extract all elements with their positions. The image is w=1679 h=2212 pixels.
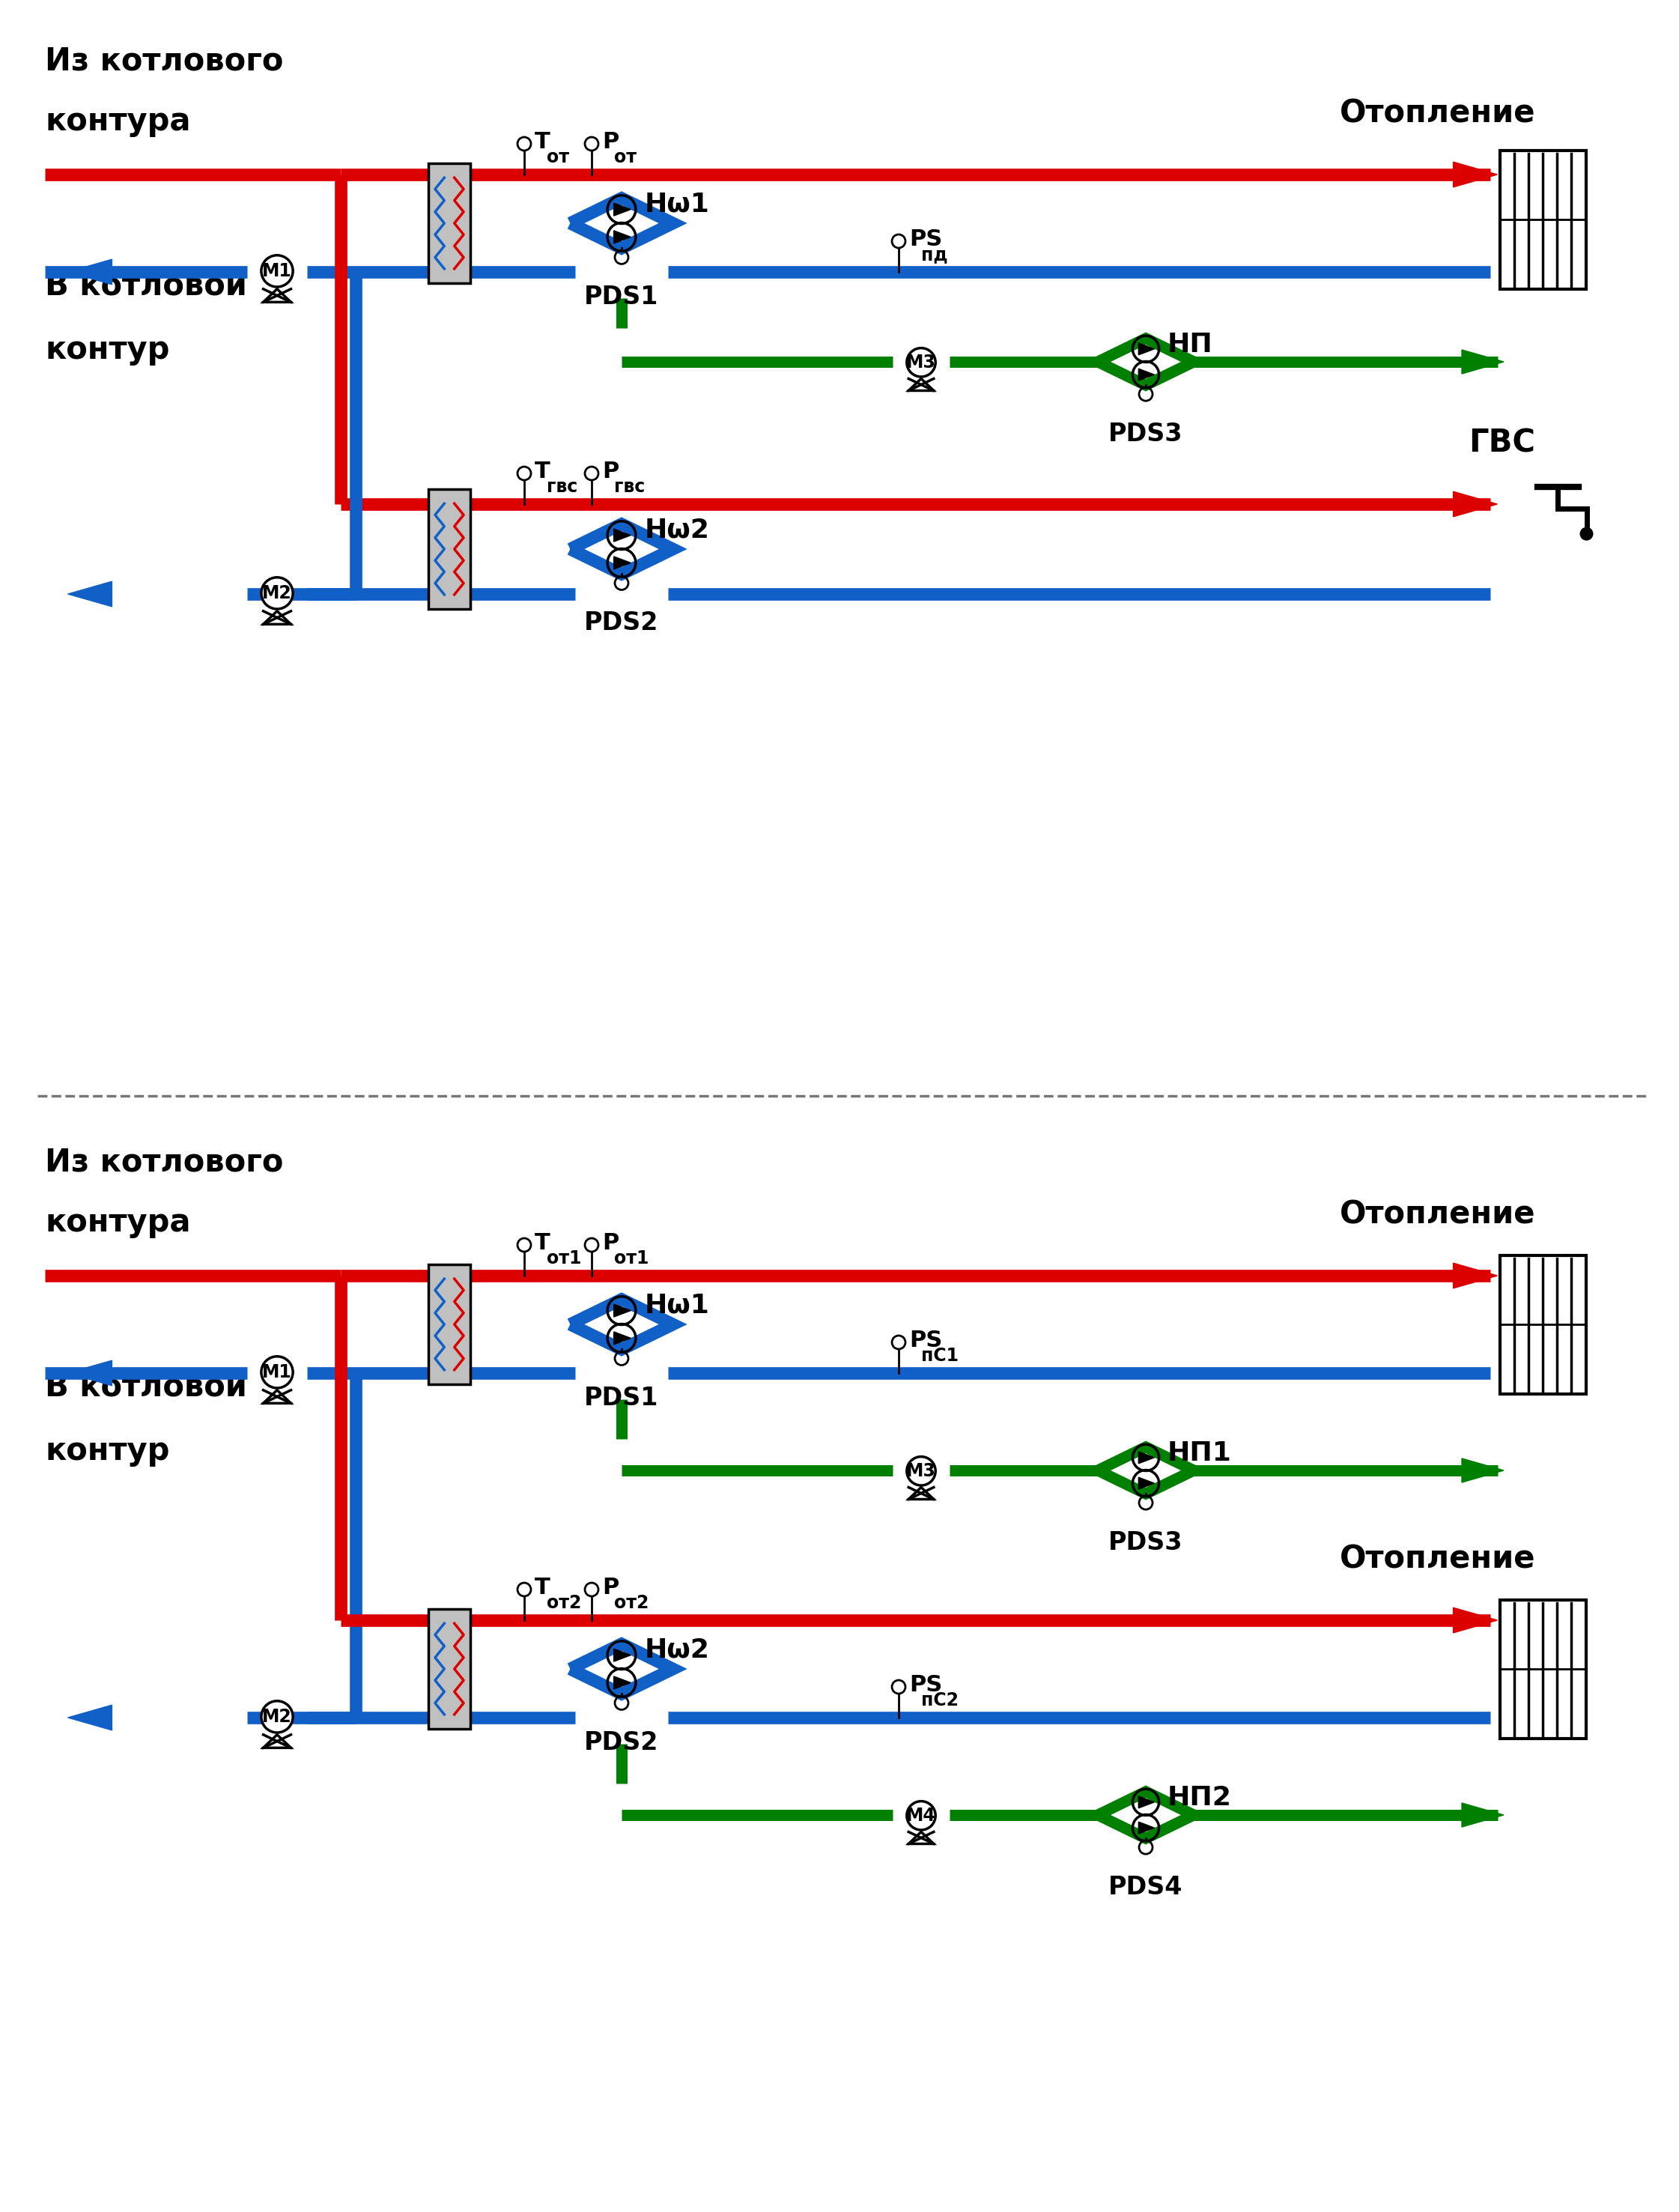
FancyBboxPatch shape xyxy=(1499,1599,1585,1739)
Polygon shape xyxy=(1462,349,1504,374)
Circle shape xyxy=(907,1458,935,1486)
Text: T: T xyxy=(534,1232,551,1254)
Text: от1: от1 xyxy=(615,1250,648,1267)
Text: Нѡ2: Нѡ2 xyxy=(645,518,710,542)
Text: T: T xyxy=(534,460,551,482)
Text: M1: M1 xyxy=(262,1363,292,1380)
Text: PDS3: PDS3 xyxy=(1108,422,1184,447)
Text: Из котлового: Из котлового xyxy=(45,46,284,77)
FancyBboxPatch shape xyxy=(428,489,470,608)
Text: от2: от2 xyxy=(615,1595,648,1613)
Text: PS: PS xyxy=(908,228,942,250)
FancyBboxPatch shape xyxy=(1499,1254,1585,1394)
Polygon shape xyxy=(1138,1796,1155,1807)
Text: пС2: пС2 xyxy=(922,1692,959,1710)
Text: PS: PS xyxy=(908,1329,942,1352)
Text: от1: от1 xyxy=(547,1250,581,1267)
Text: Нѡ1: Нѡ1 xyxy=(645,1292,710,1318)
FancyBboxPatch shape xyxy=(1499,150,1585,290)
Text: гвс: гвс xyxy=(615,478,645,495)
Text: PDS2: PDS2 xyxy=(584,1730,658,1754)
Text: P: P xyxy=(603,1232,620,1254)
Polygon shape xyxy=(615,1332,631,1345)
Text: НП: НП xyxy=(1167,332,1212,356)
Polygon shape xyxy=(1138,1451,1155,1464)
Polygon shape xyxy=(1138,1478,1155,1489)
Polygon shape xyxy=(615,1648,631,1661)
Polygon shape xyxy=(1454,161,1498,188)
Text: от2: от2 xyxy=(547,1595,581,1613)
Text: контура: контура xyxy=(45,1208,191,1239)
Text: пд: пд xyxy=(922,246,947,263)
Text: T: T xyxy=(534,131,551,153)
Text: НП1: НП1 xyxy=(1167,1440,1232,1467)
Circle shape xyxy=(262,1356,292,1387)
Text: Нѡ1: Нѡ1 xyxy=(645,192,710,217)
Polygon shape xyxy=(1138,369,1155,380)
Polygon shape xyxy=(1462,1803,1504,1827)
Text: M2: M2 xyxy=(262,1708,292,1725)
Circle shape xyxy=(907,347,935,376)
Text: P: P xyxy=(603,460,620,482)
Text: В котловой: В котловой xyxy=(45,270,247,301)
Polygon shape xyxy=(615,1305,631,1316)
Circle shape xyxy=(262,254,292,288)
Text: P: P xyxy=(603,131,620,153)
Text: M2: M2 xyxy=(262,584,292,602)
Circle shape xyxy=(262,577,292,608)
Circle shape xyxy=(907,1801,935,1829)
Text: пС1: пС1 xyxy=(922,1347,959,1365)
Text: PDS3: PDS3 xyxy=(1108,1531,1184,1555)
FancyBboxPatch shape xyxy=(428,164,470,283)
Text: гвс: гвс xyxy=(547,478,578,495)
Polygon shape xyxy=(67,1360,112,1385)
Text: M1: M1 xyxy=(262,261,292,281)
Polygon shape xyxy=(615,529,631,542)
Polygon shape xyxy=(1454,491,1498,518)
Text: Отопление: Отопление xyxy=(1340,1199,1535,1230)
Polygon shape xyxy=(67,1705,112,1730)
Text: от: от xyxy=(547,148,569,166)
Polygon shape xyxy=(67,582,112,606)
Text: Нѡ2: Нѡ2 xyxy=(645,1637,710,1663)
Text: контура: контура xyxy=(45,106,191,137)
Text: M4: M4 xyxy=(907,1807,935,1825)
Text: M3: M3 xyxy=(907,354,937,372)
Circle shape xyxy=(262,1701,292,1732)
Text: от: от xyxy=(615,148,636,166)
Polygon shape xyxy=(67,259,112,285)
FancyBboxPatch shape xyxy=(428,1265,470,1385)
Text: PDS4: PDS4 xyxy=(1108,1874,1184,1900)
Circle shape xyxy=(1580,526,1593,540)
Polygon shape xyxy=(1138,343,1155,354)
Text: M3: M3 xyxy=(907,1462,937,1480)
Text: PS: PS xyxy=(908,1674,942,1697)
Text: НП2: НП2 xyxy=(1167,1785,1232,1809)
Polygon shape xyxy=(615,1677,631,1690)
Text: ГВС: ГВС xyxy=(1469,427,1535,460)
Text: Отопление: Отопление xyxy=(1340,1544,1535,1575)
Text: PDS1: PDS1 xyxy=(584,285,658,310)
Text: T: T xyxy=(534,1577,551,1599)
Text: Отопление: Отопление xyxy=(1340,97,1535,131)
Text: P: P xyxy=(603,1577,620,1599)
Text: PDS1: PDS1 xyxy=(584,1385,658,1411)
Polygon shape xyxy=(1454,1608,1498,1632)
FancyBboxPatch shape xyxy=(428,1608,470,1730)
Polygon shape xyxy=(615,204,631,217)
Text: PDS2: PDS2 xyxy=(584,611,658,635)
Polygon shape xyxy=(1454,1263,1498,1287)
Polygon shape xyxy=(1138,1823,1155,1834)
Polygon shape xyxy=(615,230,631,243)
Text: Из котлового: Из котлового xyxy=(45,1146,284,1179)
Text: контур: контур xyxy=(45,1436,170,1467)
Text: контур: контур xyxy=(45,334,170,365)
Polygon shape xyxy=(1462,1458,1504,1482)
Text: В котловой: В котловой xyxy=(45,1371,247,1402)
Polygon shape xyxy=(615,557,631,568)
